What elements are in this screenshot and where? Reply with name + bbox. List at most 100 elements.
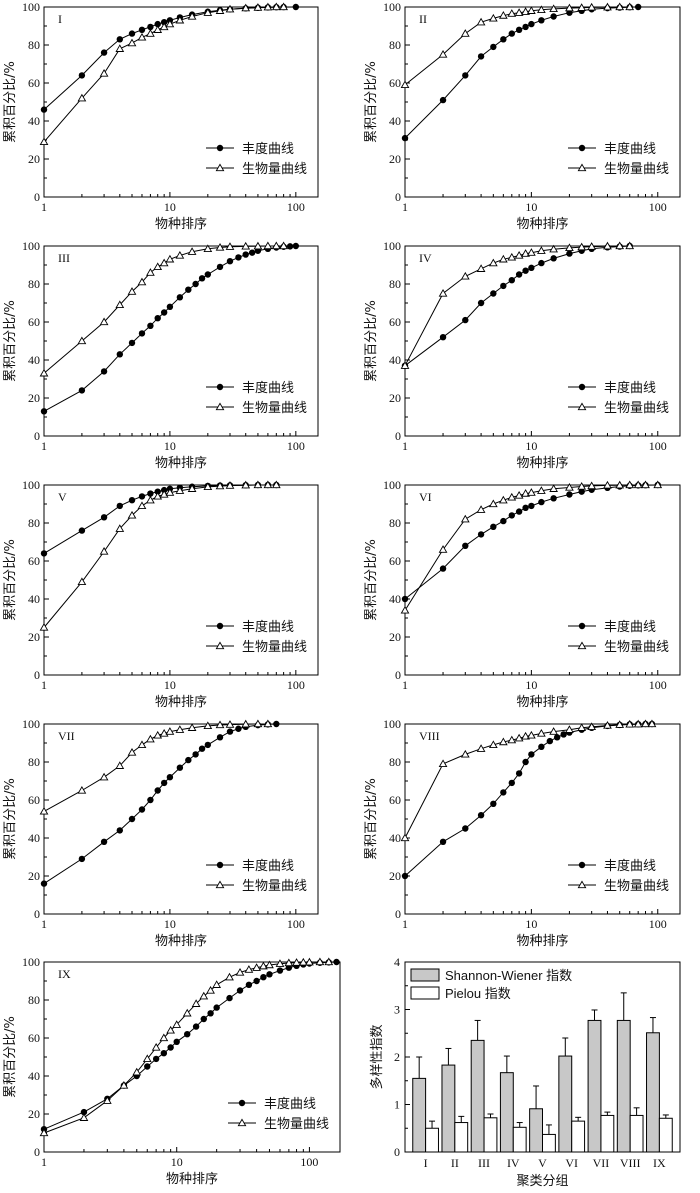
data-point-biomass xyxy=(244,965,254,973)
data-point-biomass xyxy=(271,241,281,250)
series-line-abundance xyxy=(404,245,630,367)
data-point-biomass xyxy=(77,93,87,102)
legend-marker-abundance xyxy=(216,144,224,152)
legend-marker-biomass xyxy=(215,641,225,650)
data-point-biomass xyxy=(305,957,314,966)
data-point-biomass xyxy=(132,1067,142,1076)
data-point-biomass xyxy=(526,730,536,739)
bar-pielou xyxy=(483,1117,498,1153)
x-tick-label: 100 xyxy=(287,200,305,214)
x-tick-label: 100 xyxy=(649,439,667,453)
data-point-abundance xyxy=(226,728,234,735)
data-point-biomass xyxy=(587,481,597,490)
data-point-biomass xyxy=(115,761,125,769)
data-point-biomass xyxy=(625,2,635,11)
data-point-abundance xyxy=(538,17,545,24)
data-point-biomass xyxy=(507,735,517,744)
x-tick-label: 1 xyxy=(41,1155,47,1169)
data-point-abundance xyxy=(528,502,535,510)
data-point-biomass xyxy=(199,991,209,1000)
data-point-abundance xyxy=(477,53,485,60)
data-point-biomass xyxy=(625,719,635,728)
y-tick-label: 80 xyxy=(28,993,40,1007)
y-tick-label: 100 xyxy=(383,0,401,14)
data-point-biomass xyxy=(235,967,245,976)
legend-marker-abundance xyxy=(578,622,586,630)
y-tick-label: 80 xyxy=(389,516,401,530)
data-point-abundance xyxy=(515,508,523,515)
y-tick-label: 80 xyxy=(28,277,40,291)
data-point-biomass xyxy=(252,963,261,971)
data-point-biomass xyxy=(526,248,536,256)
data-point-abundance xyxy=(173,1038,180,1046)
data-point-abundance xyxy=(235,725,242,732)
data-point-abundance xyxy=(160,779,168,787)
legend-marker-biomass xyxy=(577,402,587,411)
data-point-biomass xyxy=(565,725,574,733)
data-point-abundance xyxy=(439,838,447,845)
data-point-biomass xyxy=(175,486,185,494)
bar-shannon xyxy=(529,1108,543,1153)
data-point-biomass xyxy=(253,719,263,728)
data-point-abundance xyxy=(500,517,507,525)
data-point-abundance xyxy=(166,303,174,310)
data-point-abundance xyxy=(462,825,469,832)
data-point-abundance xyxy=(508,779,515,787)
data-point-abundance xyxy=(242,251,249,258)
data-point-biomass xyxy=(175,15,185,24)
legend-marker-abundance xyxy=(578,383,586,391)
data-point-abundance xyxy=(40,106,48,113)
data-point-biomass xyxy=(603,480,612,489)
data-point-biomass xyxy=(165,727,175,735)
y-tick-label: 0 xyxy=(395,429,401,443)
data-point-biomass xyxy=(284,958,294,967)
data-point-biomass xyxy=(271,2,281,11)
data-point-abundance xyxy=(401,872,409,880)
data-point-biomass xyxy=(263,480,273,489)
data-point-abundance xyxy=(154,315,161,322)
data-point-biomass xyxy=(641,719,650,728)
data-point-biomass xyxy=(537,246,546,254)
data-point-abundance xyxy=(138,806,146,813)
data-point-biomass xyxy=(507,9,517,17)
data-point-abundance xyxy=(566,491,573,498)
x-tick-label: 100 xyxy=(287,917,305,931)
y-tick-label: 40 xyxy=(28,1069,40,1083)
data-point-biomass xyxy=(577,482,587,490)
panel-label: VII xyxy=(58,729,75,743)
data-point-biomass xyxy=(137,277,147,286)
bar-shannon xyxy=(470,1039,485,1153)
data-point-biomass xyxy=(137,501,147,510)
x-tick-label: 10 xyxy=(164,200,176,214)
data-point-biomass xyxy=(587,242,597,250)
y-axis-label: 累积百分比/% xyxy=(3,778,18,860)
data-point-biomass xyxy=(298,957,308,966)
y-tick-label: 20 xyxy=(389,630,401,644)
data-point-biomass xyxy=(514,490,524,499)
data-point-abundance xyxy=(538,743,545,750)
data-point-abundance xyxy=(213,1004,220,1011)
bar-pielou xyxy=(658,1117,673,1153)
data-point-biomass xyxy=(165,488,175,496)
data-point-biomass xyxy=(215,720,225,729)
y-tick-label: 100 xyxy=(383,717,401,731)
x-tick-label: 10 xyxy=(171,1155,183,1169)
data-point-biomass xyxy=(587,722,597,730)
x-axis-label: 物种排序 xyxy=(155,934,207,949)
data-point-biomass xyxy=(488,13,498,22)
series-line-biomass xyxy=(404,6,630,86)
data-point-biomass xyxy=(102,1096,112,1104)
data-point-biomass xyxy=(625,480,635,489)
data-point-abundance xyxy=(154,20,161,28)
data-point-biomass xyxy=(77,577,87,586)
data-point-biomass xyxy=(137,32,147,41)
legend-label-abundance: 丰度曲线 xyxy=(242,858,294,874)
legend-marker-biomass xyxy=(215,880,225,889)
data-point-biomass xyxy=(203,8,213,16)
y-tick-label: 100 xyxy=(22,717,40,731)
data-point-biomass xyxy=(460,514,470,523)
data-point-biomass xyxy=(615,241,625,250)
y-tick-label: 60 xyxy=(389,315,401,329)
data-point-biomass xyxy=(241,241,251,250)
data-point-biomass xyxy=(438,545,448,553)
